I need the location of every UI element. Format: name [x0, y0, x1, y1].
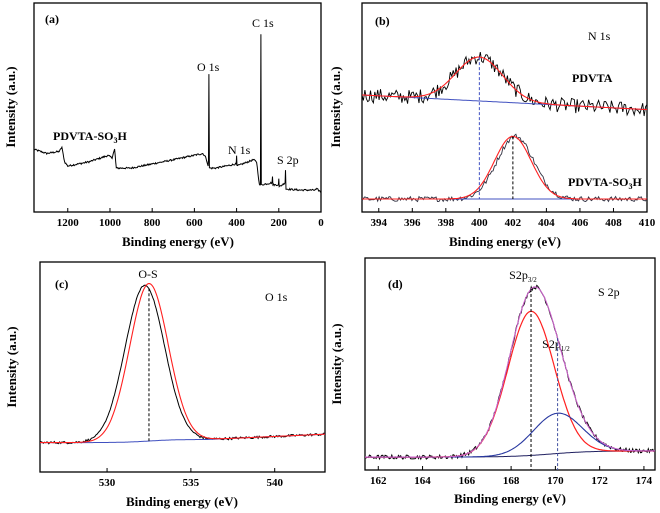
- panel-d-xtick-label: 172: [591, 475, 608, 487]
- panel-b-ylabel: Intensity (a.u.): [328, 66, 343, 147]
- panel-b-xtick-label: 402: [505, 217, 522, 229]
- panel-c-tag: (c): [55, 277, 68, 291]
- panel-d-axes-frame: [364, 257, 656, 471]
- panel-c-background: [40, 433, 325, 444]
- panel-a-sample-label: PDVTA-SO3H: [53, 129, 127, 145]
- panel-c-title: O 1s: [265, 290, 288, 304]
- panel-b-xtick-label: 398: [438, 217, 455, 229]
- panel-b-xtick-label: 396: [404, 217, 421, 229]
- panel-c-xlabel: Binding energy (eV): [126, 494, 238, 509]
- panel-c-component-label: O-S: [138, 267, 157, 281]
- panel-c-xtick-label: 530: [99, 477, 116, 489]
- panel-c-xtick-label: 535: [183, 477, 200, 489]
- panel-d-component-label-3-2: S2p3/2: [509, 268, 537, 284]
- panel-b-xtick-label: 404: [538, 217, 555, 229]
- panel-a-xtick-label: 200: [271, 217, 288, 229]
- panel-d-title: S 2p: [598, 285, 620, 299]
- panel-d-xtick-label: 168: [503, 475, 520, 487]
- panel-b-xtick-label: 410: [639, 217, 656, 229]
- panel-c-xtick-label: 540: [266, 477, 283, 489]
- panel-b-raw-spectrum-pdvta-so3h: [361, 133, 648, 203]
- panel-b-xtick-label: 406: [572, 217, 589, 229]
- panel-b-title: N 1s: [588, 29, 611, 43]
- panel-c-ylabel: Intensity (a.u.): [4, 326, 19, 407]
- panel-c-axes-frame: [39, 261, 326, 473]
- panel-b-xtick-label: 400: [471, 217, 488, 229]
- panel-b-series-label-pdvta-so3h: PDVTA-SO3H: [568, 175, 642, 191]
- panel-d-fit-envelope: [365, 286, 655, 458]
- panel-a-xtick-label: 800: [144, 217, 161, 229]
- panel-a-axes-frame: [33, 2, 322, 213]
- panel-b-series-label-pdvta: PDVTA: [572, 71, 613, 85]
- panel-a-xtick-label: 1000: [99, 217, 122, 229]
- panel-a-xtick-label: 0: [318, 217, 324, 229]
- panel-c-fit-o-s: [40, 283, 325, 444]
- panel-a-xtick-label: 1200: [57, 217, 80, 229]
- panel-b-xtick-label: 394: [371, 217, 388, 229]
- panel-d-xtick-label: 170: [547, 475, 564, 487]
- panel-a-annotation-s2p: S 2p: [277, 153, 299, 167]
- panel-b-xlabel: Binding energy (eV): [449, 234, 561, 249]
- panel-b-fit-pdvta-so3h: [362, 135, 647, 200]
- panel-b-raw-spectrum-pdvta: [361, 52, 648, 117]
- panel-d-xlabel: Binding energy (eV): [454, 491, 566, 506]
- panel-c-raw-spectrum: [39, 284, 326, 445]
- panel-b-fit-pdvta: [362, 56, 648, 111]
- panel-a-survey-spectrum: [33, 34, 322, 193]
- panel-d-tag: (d): [388, 277, 403, 291]
- panel-b-tag: (b): [375, 14, 390, 28]
- panel-b-axes-frame: [361, 2, 648, 213]
- panel-a-xtick-label: 400: [228, 217, 245, 229]
- panel-a-annotation-n1s: N 1s: [228, 143, 251, 157]
- panel-a-ylabel: Intensity (a.u.): [3, 66, 18, 147]
- panel-a-annotation-o1s: O 1s: [197, 60, 220, 74]
- panel-d-xtick-label: 164: [414, 475, 431, 487]
- panel-d-fit-s2p-3-2: [365, 310, 655, 458]
- panel-a-annotation-c1s: C 1s: [252, 16, 274, 30]
- panel-d-xtick-label: 174: [636, 475, 653, 487]
- panel-d-xtick-label: 162: [370, 475, 387, 487]
- panel-d-ylabel: Intensity (a.u.): [329, 323, 344, 404]
- panel-a-xtick-label: 600: [186, 217, 203, 229]
- panel-d-xtick-label: 166: [459, 475, 476, 487]
- panel-b-xtick-label: 408: [605, 217, 622, 229]
- panel-d-raw-spectrum: [364, 284, 656, 461]
- panel-a-xlabel: Binding energy (eV): [122, 234, 234, 249]
- panel-a-tag: (a): [45, 12, 59, 26]
